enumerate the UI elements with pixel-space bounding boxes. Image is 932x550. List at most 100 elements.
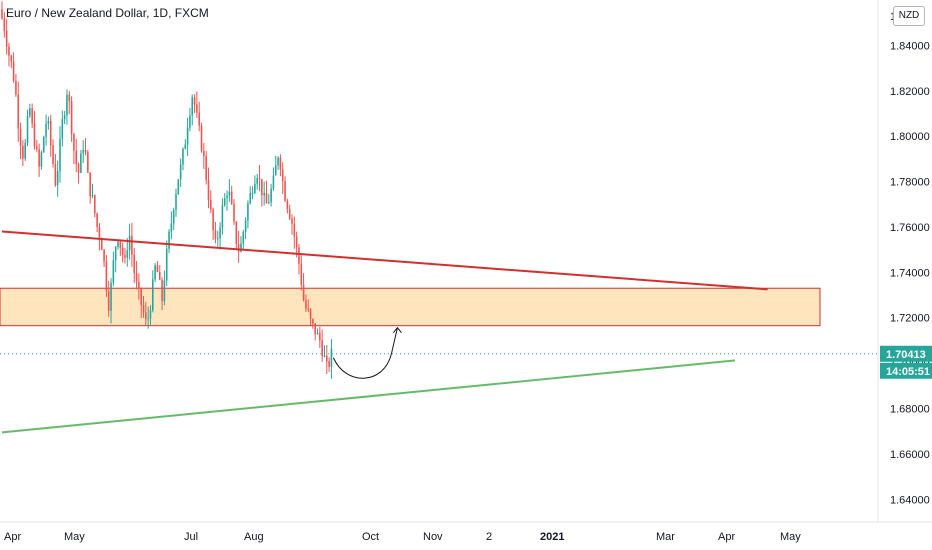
resistance-trendline[interactable] [1, 230, 768, 291]
projection-arrow[interactable] [332, 327, 398, 379]
last-price-tag [880, 345, 932, 362]
candle-body [295, 236, 298, 248]
candle-body [242, 232, 245, 244]
chart-title: Euro / New Zealand Dollar, 1D, FXCM [6, 6, 209, 20]
candle-body [189, 115, 191, 128]
candle-body [1, 9, 3, 19]
y-tick-label: 1.78000 [890, 177, 930, 189]
x-tick-label: Jul [184, 531, 198, 543]
candle-body [42, 136, 45, 153]
candle-body [147, 318, 149, 320]
candle-body [284, 181, 286, 201]
candle-body [228, 191, 231, 196]
candle-body [61, 119, 64, 139]
candle-body [323, 355, 326, 357]
candle-body [165, 248, 168, 281]
candle-body [212, 209, 214, 231]
candle-body [128, 236, 131, 251]
x-tick-label: Nov [423, 531, 443, 543]
candle-body [230, 191, 233, 204]
demand-zone-rectangle[interactable] [0, 287, 821, 327]
candle-body [261, 179, 263, 196]
candle-body [3, 18, 6, 31]
candle-body [77, 164, 80, 173]
candle-body [17, 94, 20, 129]
candle-body [170, 223, 173, 232]
candle-body [177, 179, 180, 195]
candle-body [73, 133, 75, 151]
y-tick-label: 1.80000 [890, 131, 930, 143]
countdown-tag [880, 362, 932, 379]
currency-badge[interactable]: NZD [893, 6, 925, 26]
candle-body [207, 180, 210, 200]
candle-body [152, 279, 154, 311]
candle-body [91, 195, 94, 197]
candle-body [309, 309, 312, 320]
candle-body [184, 144, 187, 149]
y-tick-label: 1.68000 [890, 404, 930, 416]
candle-body [59, 138, 61, 172]
candle-body [8, 46, 10, 56]
candle-body [126, 250, 129, 258]
candle-body [84, 149, 87, 153]
x-tick-label: 2021 [540, 531, 564, 543]
candle-body [172, 209, 175, 224]
candle-body [321, 340, 323, 357]
candle-body [54, 164, 57, 186]
candle-body [110, 282, 112, 311]
candle-body [47, 120, 50, 124]
candle-body [205, 155, 207, 181]
candle-body [270, 188, 272, 203]
candle-body [193, 97, 196, 105]
y-tick-label: 1.76000 [890, 222, 930, 234]
candle-body [291, 218, 293, 224]
candle-body [52, 145, 54, 165]
candle-body [256, 178, 258, 184]
x-tick-label: May [64, 531, 85, 543]
x-tick-label: Mar [656, 531, 675, 543]
candle-body [288, 209, 291, 219]
candle-body [274, 165, 277, 176]
candle-body [133, 254, 136, 274]
candle-body [68, 94, 71, 102]
candle-body [140, 288, 142, 305]
candle-body [70, 101, 73, 134]
candle-body [117, 241, 119, 248]
candle-body [145, 312, 147, 319]
candle-body [33, 123, 36, 147]
candle-body [198, 112, 200, 126]
candle-body [96, 213, 98, 228]
candle-body [272, 175, 275, 189]
candle-body [158, 271, 161, 280]
candle-body [312, 319, 314, 324]
candle-body [5, 30, 8, 47]
candle-body [149, 310, 152, 319]
candle-body [114, 247, 117, 261]
candle-body [263, 192, 265, 196]
candle-body [124, 255, 126, 258]
candle-body [36, 146, 38, 150]
y-tick-label: 1.74000 [890, 267, 930, 279]
candle-body [300, 263, 303, 285]
y-tick-label: 1.82000 [890, 86, 930, 98]
x-tick-label: Aug [244, 531, 264, 543]
candle-body [100, 239, 103, 251]
candle-body [119, 241, 122, 248]
candle-body [258, 178, 261, 180]
candle-body [182, 148, 184, 165]
support-trendline[interactable] [1, 359, 736, 434]
candle-body [235, 221, 238, 245]
candle-body [49, 120, 52, 146]
candle-body [24, 142, 26, 159]
candle-body [15, 80, 17, 95]
candle-body [247, 203, 249, 221]
candle-body [82, 149, 84, 154]
candle-body [156, 265, 159, 272]
candle-body [326, 355, 328, 362]
x-tick-label: May [780, 531, 801, 543]
y-tick-label: 1.66000 [890, 449, 930, 461]
candle-body [281, 169, 284, 182]
candle-body [196, 104, 198, 113]
candle-body [293, 223, 296, 237]
